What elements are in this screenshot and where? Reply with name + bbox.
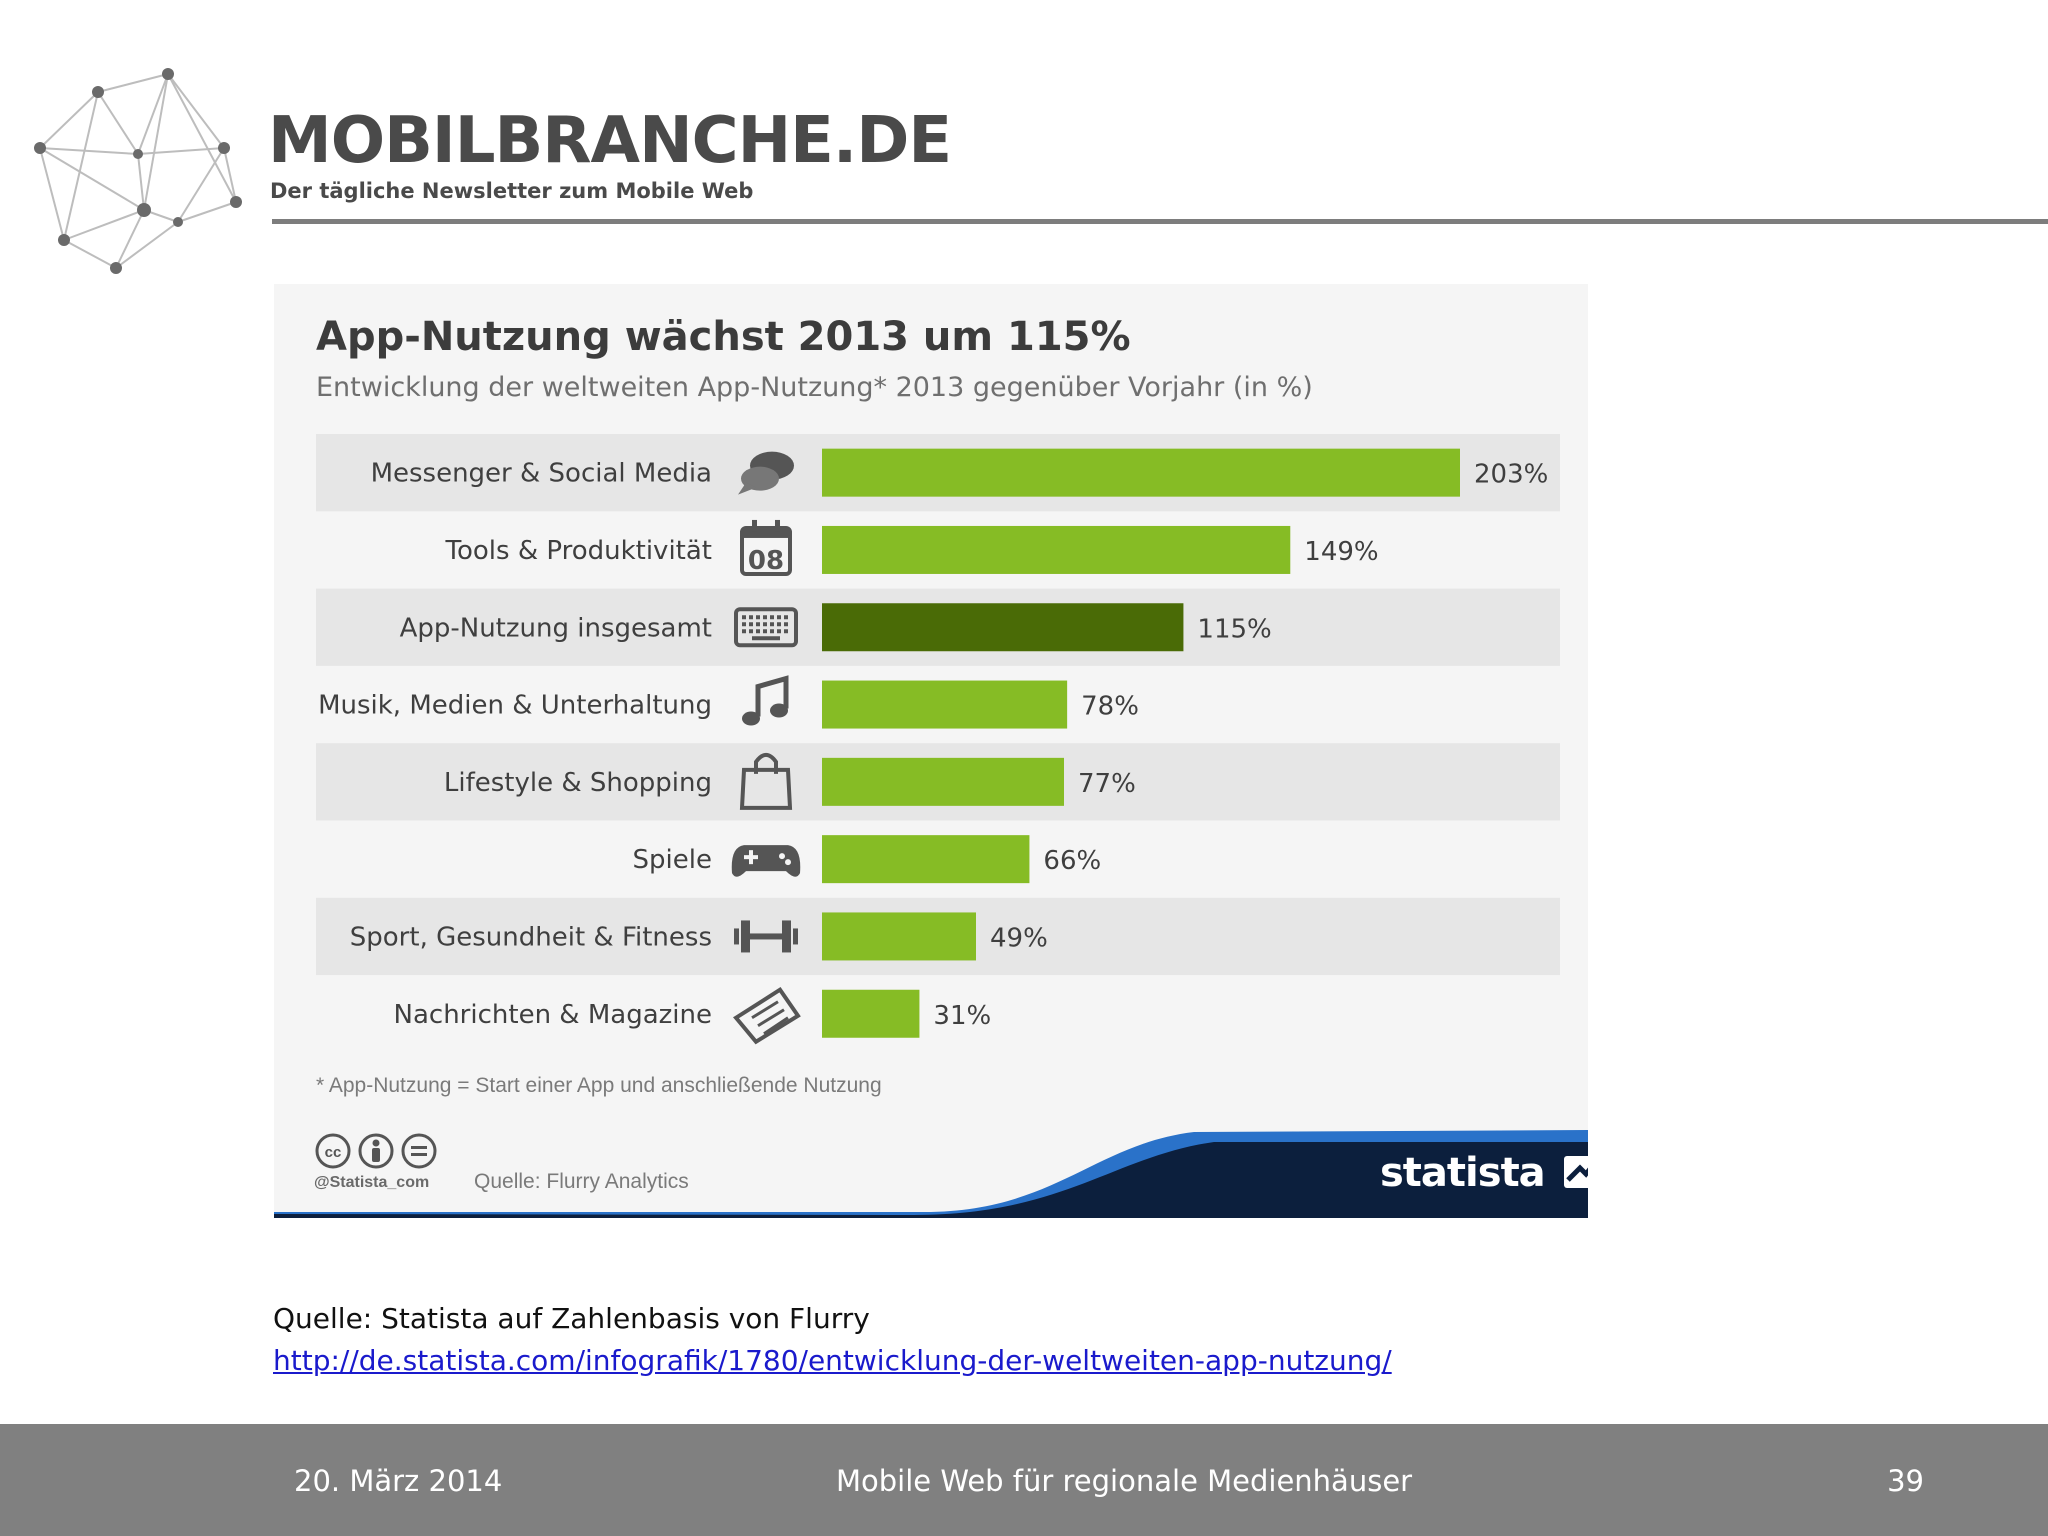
statista-brand-band (274, 1130, 1588, 1218)
page-number: 39 (1887, 1464, 1924, 1498)
bar (822, 835, 1030, 884)
chart-title: App-Nutzung wächst 2013 um 115% (316, 314, 1131, 360)
value-label: 49% (990, 923, 1048, 953)
gamepad-icon (731, 845, 801, 877)
category-label: Lifestyle & Shopping (444, 768, 712, 798)
nd-icon (401, 1133, 437, 1169)
keyboard-icon (734, 607, 798, 648)
bar-chart: Messenger & Social Media Tools & Produkti… (316, 434, 1560, 1045)
footer-bar: 20. März 2014 Mobile Web für regionale M… (0, 1424, 2048, 1536)
by-icon (358, 1133, 394, 1169)
category-label: Messenger & Social Media (371, 459, 712, 489)
chart-footnote: * App-Nutzung = Start einer App und ansc… (316, 1074, 882, 1097)
bar (822, 757, 1064, 806)
bar (822, 989, 920, 1038)
value-label: 66% (1043, 846, 1101, 876)
statista-handle: @Statista_com (314, 1174, 430, 1191)
license-icons: cc (315, 1133, 437, 1169)
category-label: Musik, Medien & Unterhaltung (318, 691, 712, 721)
bar (822, 448, 1460, 497)
value-label: 78% (1081, 692, 1139, 722)
source-link[interactable]: http://de.statista.com/infografik/1780/e… (273, 1344, 1392, 1377)
category-label: Tools & Produktivität (445, 536, 713, 566)
statista-wordmark: statista (1380, 1150, 1546, 1196)
header-divider (272, 219, 2048, 224)
category-label: Spiele (633, 845, 712, 875)
bar (822, 525, 1291, 574)
brand-tagline: Der tägliche Newsletter zum Mobile Web (270, 179, 754, 203)
bar (822, 680, 1068, 729)
category-label: App-Nutzung insgesamt (400, 613, 712, 643)
chat-bubbles-icon (738, 451, 794, 495)
dumbbell-icon (734, 920, 798, 953)
infographic-panel: App-Nutzung wächst 2013 um 115% Entwickl… (274, 284, 1588, 1218)
statista-mark-icon (1563, 1156, 1588, 1188)
chart-subtitle: Entwicklung der weltweiten App-Nutzung* … (316, 372, 1313, 403)
source-text: Quelle: Statista auf Zahlenbasis von Flu… (273, 1302, 870, 1335)
category-label: Sport, Gesundheit & Fitness (350, 922, 712, 952)
category-label: Nachrichten & Magazine (394, 1000, 712, 1030)
svg-text:08: 08 (748, 546, 784, 576)
cc-icon: cc (315, 1133, 351, 1169)
bar (822, 912, 976, 961)
footer-title: Mobile Web für regionale Medienhäuser (836, 1464, 1413, 1498)
footer-date: 20. März 2014 (294, 1464, 503, 1498)
value-label: 203% (1474, 460, 1548, 490)
music-note-icon (742, 675, 789, 726)
bar (822, 603, 1184, 652)
network-graph-icon (34, 68, 242, 274)
value-label: 77% (1078, 769, 1136, 799)
calendar-icon: 08 (740, 519, 792, 576)
chart-source: Quelle: Flurry Analytics (474, 1170, 689, 1193)
svg-text:cc: cc (325, 1144, 342, 1161)
newspaper-icon (733, 987, 801, 1045)
statista-logo: statista (1380, 1150, 1588, 1196)
value-label: 31% (933, 1001, 991, 1031)
brand-title: MOBILBRANCHE.DE (268, 104, 952, 178)
value-label: 149% (1304, 537, 1378, 567)
shopping-bag-icon (739, 752, 793, 810)
value-label: 115% (1197, 614, 1271, 644)
